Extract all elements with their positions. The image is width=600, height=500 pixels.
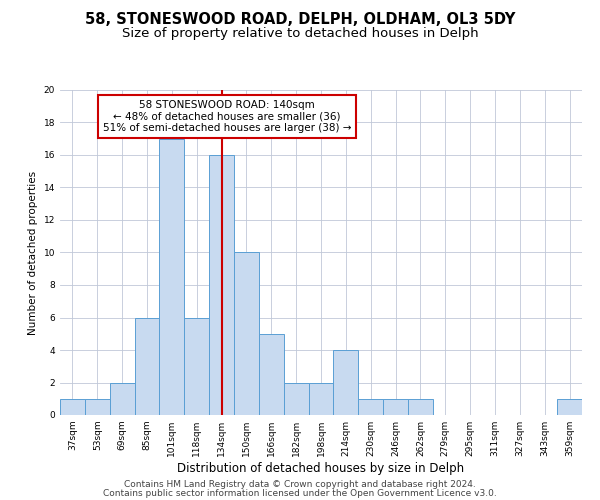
Bar (160, 138, 184, 415)
Bar (557, 399, 582, 415)
Bar (358, 399, 383, 415)
Text: 58 STONESWOOD ROAD: 140sqm
← 48% of detached houses are smaller (36)
51% of semi: 58 STONESWOOD ROAD: 140sqm ← 48% of deta… (103, 100, 351, 133)
Bar (259, 334, 284, 415)
Bar (110, 382, 134, 415)
Bar (408, 399, 433, 415)
Bar (334, 350, 358, 415)
Bar (60, 399, 85, 415)
Bar (308, 382, 334, 415)
Bar (134, 318, 160, 415)
Bar (85, 399, 110, 415)
Bar (284, 382, 308, 415)
Y-axis label: Number of detached properties: Number of detached properties (28, 170, 38, 334)
Text: 58, STONESWOOD ROAD, DELPH, OLDHAM, OL3 5DY: 58, STONESWOOD ROAD, DELPH, OLDHAM, OL3 … (85, 12, 515, 28)
Bar (209, 155, 234, 415)
Text: Contains HM Land Registry data © Crown copyright and database right 2024.: Contains HM Land Registry data © Crown c… (124, 480, 476, 489)
X-axis label: Distribution of detached houses by size in Delph: Distribution of detached houses by size … (178, 462, 464, 475)
Bar (184, 318, 209, 415)
Text: Contains public sector information licensed under the Open Government Licence v3: Contains public sector information licen… (103, 489, 497, 498)
Bar (383, 399, 408, 415)
Text: Size of property relative to detached houses in Delph: Size of property relative to detached ho… (122, 28, 478, 40)
Bar (234, 252, 259, 415)
